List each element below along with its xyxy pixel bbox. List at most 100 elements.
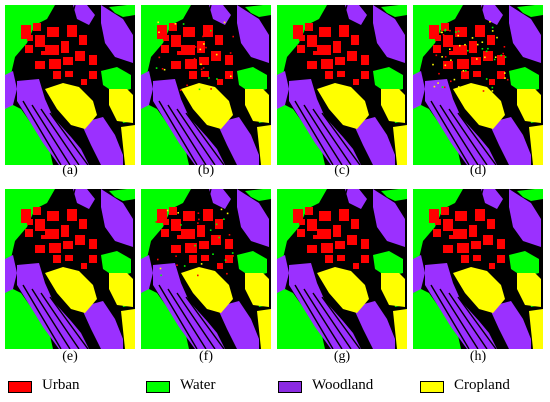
woodland-region bbox=[141, 255, 153, 293]
urban-block bbox=[333, 41, 341, 53]
road-line bbox=[312, 108, 352, 165]
noise-pixel bbox=[434, 30, 436, 33]
woodland-region bbox=[153, 263, 225, 349]
urban-block bbox=[489, 79, 495, 85]
road-line bbox=[312, 292, 352, 349]
woodland-region bbox=[237, 189, 269, 247]
urban-block bbox=[27, 35, 33, 41]
urban-block bbox=[215, 219, 223, 229]
urban-block bbox=[453, 45, 467, 55]
urban-block bbox=[339, 25, 349, 37]
cropland-region bbox=[517, 89, 541, 123]
urban-block bbox=[487, 219, 495, 229]
noise-pixel bbox=[449, 29, 451, 32]
noise-pixel bbox=[432, 63, 434, 66]
urban-block bbox=[169, 23, 177, 31]
legend-swatch-woodland bbox=[278, 381, 302, 393]
water-region bbox=[101, 251, 131, 277]
water-region bbox=[413, 189, 463, 273]
road-line bbox=[294, 100, 334, 165]
urban-block bbox=[201, 255, 209, 261]
noise-pixel bbox=[232, 255, 234, 257]
urban-block bbox=[201, 71, 209, 77]
woodland-region bbox=[73, 5, 95, 25]
water-region bbox=[237, 67, 267, 93]
urban-block bbox=[217, 79, 223, 85]
urban-block bbox=[471, 241, 481, 249]
road-line bbox=[158, 284, 198, 349]
cropland-region bbox=[109, 273, 133, 307]
road-line bbox=[185, 112, 225, 165]
road-line bbox=[176, 292, 216, 349]
urban-block bbox=[473, 255, 481, 261]
map-panel-b bbox=[141, 5, 271, 165]
urban-block bbox=[61, 225, 69, 237]
urban-block bbox=[307, 219, 317, 231]
urban-block bbox=[203, 209, 213, 221]
woodland-region bbox=[489, 117, 531, 165]
road-line bbox=[294, 284, 334, 349]
road-line bbox=[49, 112, 89, 165]
woodland-region bbox=[17, 263, 89, 349]
woodland-region bbox=[373, 5, 405, 63]
legend-label-woodland: Woodland bbox=[312, 377, 374, 393]
cropland-region bbox=[121, 125, 135, 165]
noise-pixel bbox=[484, 56, 486, 59]
water-region bbox=[141, 5, 191, 89]
woodland-region bbox=[509, 5, 541, 63]
urban-block bbox=[75, 51, 85, 61]
urban-block bbox=[293, 25, 303, 39]
urban-block bbox=[33, 207, 41, 215]
urban-block bbox=[63, 241, 73, 249]
urban-block bbox=[457, 243, 469, 253]
noise-pixel bbox=[194, 46, 197, 48]
noise-pixel bbox=[199, 48, 202, 51]
noise-pixel bbox=[504, 77, 506, 79]
noise-pixel bbox=[442, 34, 445, 36]
noise-pixel bbox=[455, 31, 457, 33]
urban-block bbox=[361, 239, 369, 249]
woodland-region bbox=[289, 79, 361, 165]
noise-pixel bbox=[172, 35, 175, 37]
map-panel-g bbox=[277, 189, 407, 349]
woodland-region bbox=[425, 263, 497, 349]
urban-block bbox=[65, 255, 73, 261]
noise-pixel bbox=[228, 234, 231, 236]
water-region bbox=[109, 189, 135, 201]
road-line bbox=[448, 292, 488, 349]
noise-pixel bbox=[476, 43, 479, 46]
urban-block bbox=[217, 263, 223, 269]
water-region bbox=[277, 101, 325, 165]
noise-pixel bbox=[441, 56, 443, 58]
water-region bbox=[373, 251, 403, 277]
urban-block bbox=[325, 71, 333, 79]
panel-label-a: (a) bbox=[62, 163, 78, 178]
noise-pixel bbox=[433, 85, 436, 88]
cropland-region bbox=[453, 83, 505, 129]
water-region bbox=[5, 285, 53, 349]
noise-pixel bbox=[176, 264, 178, 266]
panel-label-b: (b) bbox=[197, 163, 215, 178]
urban-block bbox=[81, 79, 87, 85]
noise-pixel bbox=[210, 88, 212, 90]
legend-label-water: Water bbox=[180, 377, 216, 393]
water-region bbox=[277, 5, 327, 89]
panel-label-f: (f) bbox=[199, 349, 213, 364]
noise-pixel bbox=[481, 41, 484, 43]
urban-block bbox=[199, 241, 209, 249]
water-region bbox=[141, 285, 189, 349]
road-line bbox=[22, 284, 62, 349]
road-line bbox=[40, 108, 80, 165]
urban-block bbox=[53, 255, 61, 263]
noise-pixel bbox=[226, 212, 229, 215]
woodland-region bbox=[289, 263, 361, 349]
urban-block bbox=[325, 255, 333, 263]
noise-pixel bbox=[193, 57, 196, 60]
noise-pixel bbox=[202, 67, 205, 69]
noise-pixel bbox=[457, 34, 459, 37]
road-line bbox=[22, 100, 62, 165]
water-region bbox=[109, 5, 135, 17]
noise-pixel bbox=[194, 244, 196, 247]
urban-block bbox=[339, 209, 349, 221]
noise-pixel bbox=[440, 31, 443, 34]
